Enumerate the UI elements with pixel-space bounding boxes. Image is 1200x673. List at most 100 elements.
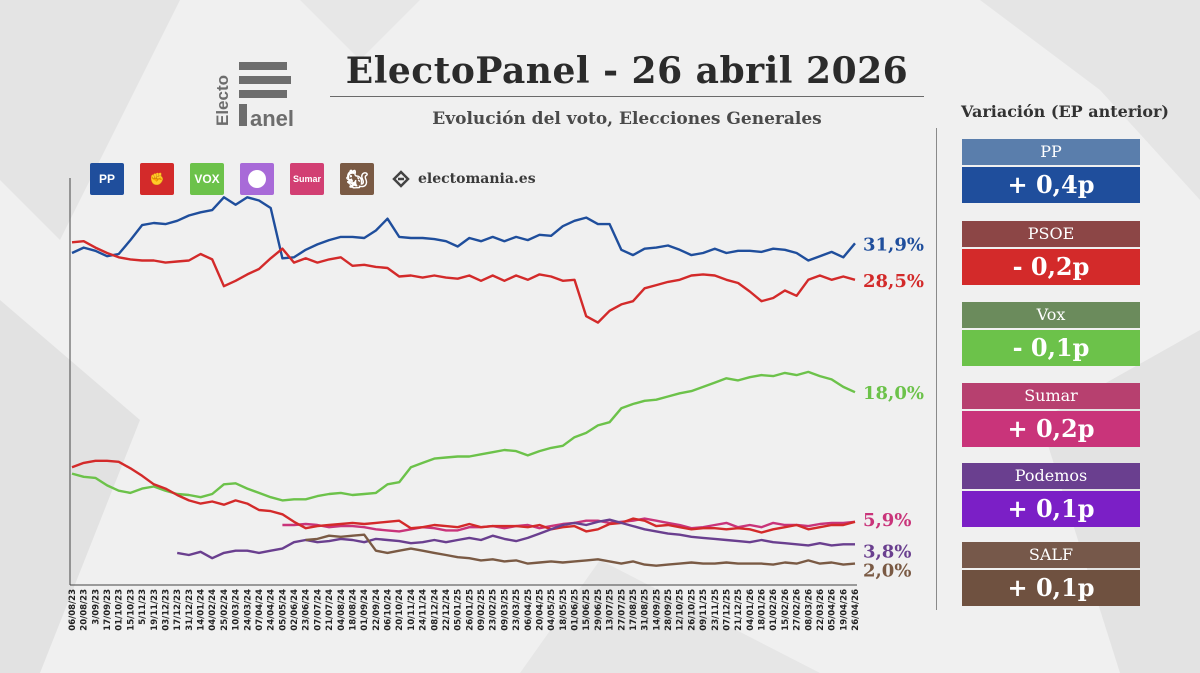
x-tick-label: 31/12/23 xyxy=(185,589,195,631)
series-line-podemos xyxy=(176,518,855,560)
end-label-vox: 18,0% xyxy=(863,383,924,404)
x-tick-label: 24/03/24 xyxy=(243,589,253,631)
site-credit: electomania.es xyxy=(390,168,536,190)
end-label-pp: 31,9% xyxy=(863,234,924,255)
variation-party-name: Vox xyxy=(962,302,1140,328)
end-label-salf: 2,0% xyxy=(863,561,911,582)
x-tick-label: 07/04/24 xyxy=(255,589,265,631)
x-tick-label: 25/02/24 xyxy=(220,589,230,631)
x-tick-label: 04/01/26 xyxy=(746,589,756,631)
chart-lines xyxy=(71,196,856,567)
x-tick-label: 14/09/25 xyxy=(652,589,662,631)
x-tick-label: 17/09/23 xyxy=(103,589,113,631)
x-tick-label: 28/09/25 xyxy=(664,589,674,631)
variation-value: + 0,1p xyxy=(962,491,1140,527)
x-tick-label: 07/12/25 xyxy=(722,589,732,631)
x-tick-label: 26/04/26 xyxy=(851,589,861,631)
x-tick-label: 20/10/24 xyxy=(395,589,405,631)
x-tick-label: 01/02/26 xyxy=(769,589,779,631)
sumar-logo-icon: Sumar xyxy=(290,163,324,195)
series-line-vox xyxy=(71,370,856,502)
x-tick-label: 04/02/24 xyxy=(208,589,218,631)
x-tick-label: 24/11/24 xyxy=(419,589,429,631)
x-tick-label: 31/08/25 xyxy=(641,589,651,631)
x-tick-label: 23/06/24 xyxy=(302,589,312,631)
page-title: ElectoPanel - 26 abril 2026 xyxy=(345,50,909,92)
series-line-salf xyxy=(305,533,856,567)
variation-pp: PP + 0,4p xyxy=(962,139,1140,203)
x-tick-label: 23/11/25 xyxy=(711,589,721,631)
x-tick-label: 24/04/24 xyxy=(267,589,277,631)
variation-party-name: SALF xyxy=(962,542,1140,568)
x-tick-label: 20/08/23 xyxy=(80,589,90,631)
x-tick-label: 21/07/24 xyxy=(325,589,335,631)
x-tick-label: 01/09/24 xyxy=(360,589,370,631)
series-line-psoe xyxy=(71,240,856,324)
x-tick-label: 04/08/24 xyxy=(337,589,347,631)
vox-logo-icon: VOX xyxy=(190,163,224,195)
x-tick-label: 04/05/25 xyxy=(547,589,557,631)
variation-psoe: PSOE - 0,2p xyxy=(962,221,1140,285)
x-tick-label: 27/07/25 xyxy=(617,589,627,631)
end-label-podemos: 3,8% xyxy=(863,541,911,562)
title-divider xyxy=(330,96,924,97)
x-tick-label: 05/04/26 xyxy=(828,589,838,631)
x-tick-label: 23/02/25 xyxy=(489,589,499,631)
variation-sumar: Sumar + 0,2p xyxy=(962,383,1140,447)
x-tick-label: 17/08/25 xyxy=(629,589,639,631)
x-tick-label: 12/10/25 xyxy=(676,589,686,631)
page-subtitle: Evolución del voto, Elecciones Generales xyxy=(432,109,822,129)
x-tick-label: 5/11/23 xyxy=(138,589,148,625)
x-tick-label: 09/11/25 xyxy=(699,589,709,631)
variation-divider xyxy=(936,128,937,610)
x-tick-label: 05/05/24 xyxy=(278,589,288,631)
x-tick-label: 15/10/23 xyxy=(126,589,136,631)
variation-value: + 0,2p xyxy=(962,411,1140,447)
x-tick-label: 27/02/26 xyxy=(793,589,803,631)
x-tick-label: 22/12/24 xyxy=(442,589,452,631)
variation-value: + 0,1p xyxy=(962,570,1140,606)
x-tick-label: 07/07/24 xyxy=(313,589,323,631)
x-tick-label: 06/10/24 xyxy=(384,589,394,631)
chart-x-ticks: 06/08/23 20/08/23 3/09/23 17/09/23 01/10/23 1… xyxy=(68,589,861,631)
logo-text-bottom: anel xyxy=(250,106,294,130)
variation-value: - 0,2p xyxy=(962,249,1140,285)
x-tick-label: 10/03/24 xyxy=(232,589,242,631)
x-tick-label: 26/10/25 xyxy=(687,589,697,631)
x-tick-label: 29/06/25 xyxy=(594,589,604,631)
variation-value: - 0,1p xyxy=(962,330,1140,366)
x-tick-label: 03/12/23 xyxy=(162,589,172,631)
variation-podemos: Podemos + 0,1p xyxy=(962,463,1140,527)
x-tick-label: 19/11/23 xyxy=(150,589,160,631)
series-line-psoe-legacy xyxy=(71,459,856,534)
x-tick-label: 15/06/25 xyxy=(582,589,592,631)
x-tick-label: 10/11/24 xyxy=(407,589,417,631)
x-tick-label: 21/12/25 xyxy=(734,589,744,631)
x-tick-label: 02/06/24 xyxy=(290,589,300,631)
electopanel-logo: Electo anel xyxy=(213,62,294,130)
salf-logo-icon: 🐿 xyxy=(340,163,374,195)
x-tick-label: 14/01/24 xyxy=(197,589,207,631)
x-tick-label: 22/09/24 xyxy=(372,589,382,631)
x-tick-label: 13/07/25 xyxy=(606,589,616,631)
x-tick-label: 17/12/23 xyxy=(173,589,183,631)
variation-party-name: PP xyxy=(962,139,1140,165)
x-tick-label: 05/01/25 xyxy=(454,589,464,631)
chart-end-labels: 31,9% 28,5% 18,0% 5,9% 3,8%2,0% xyxy=(863,234,924,581)
psoe-logo-icon: ✊ xyxy=(140,163,174,195)
end-label-sumar: 5,9% xyxy=(863,510,911,531)
podemos-logo-icon xyxy=(240,163,274,195)
site-name: electomania.es xyxy=(418,171,536,187)
x-tick-label: 01/06/25 xyxy=(571,589,581,631)
variation-heading: Variación (EP anterior) xyxy=(961,102,1169,121)
x-tick-label: 08/03/26 xyxy=(804,589,814,631)
series-line-pp xyxy=(71,196,856,262)
x-tick-label: 06/04/25 xyxy=(524,589,534,631)
x-tick-label: 06/08/23 xyxy=(68,589,78,631)
variation-salf: SALF + 0,1p xyxy=(962,542,1140,606)
chart-axes xyxy=(69,178,857,586)
x-tick-label: 01/10/23 xyxy=(115,589,125,631)
variation-value: + 0,4p xyxy=(962,167,1140,203)
x-tick-label: 18/08/24 xyxy=(349,589,359,631)
